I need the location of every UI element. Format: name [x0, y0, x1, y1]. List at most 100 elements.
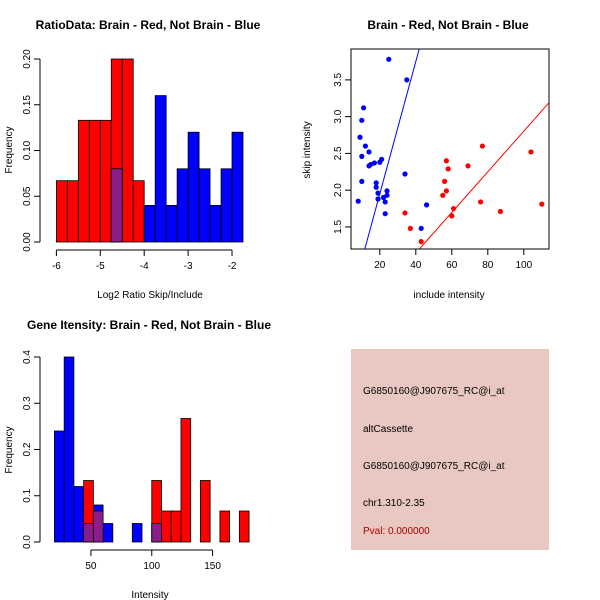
ratio-hist-not-brain-bar — [231, 131, 244, 243]
scatter-plot-frame — [350, 48, 550, 250]
ratio-hist-brain-bar — [55, 180, 68, 243]
intensity-scatter-x-tick-label: 20 — [374, 260, 386, 271]
gene-intensity-hist-overlap-bar — [83, 523, 94, 543]
scatter-brain-point — [418, 239, 424, 245]
scatter-not-brain-point — [404, 77, 410, 83]
scatter-brain-point — [539, 201, 545, 207]
gene-intensity-hist-x-tick-label: 100 — [143, 561, 160, 572]
scatter-brain-point — [451, 205, 457, 212]
scatter-brain-point — [465, 163, 471, 169]
scatter-not-brain-point — [375, 190, 381, 196]
ratio-y-axis-label: Frequency — [4, 126, 15, 173]
intensity-scatter-y-tick-label: 3.5 — [333, 72, 344, 86]
ratio-hist-not-brain-bar — [187, 131, 200, 243]
scatter-not-brain-point — [359, 117, 365, 123]
scatter-not-brain-point — [424, 202, 430, 208]
event-type-text: altCassette — [363, 424, 414, 435]
ratio-hist-not-brain-bar — [176, 168, 189, 243]
ratio-hist-y-tick-label: 0.05 — [22, 186, 33, 206]
scatter-brain-point — [442, 178, 448, 184]
gene-intensity-hist-brain-bar — [170, 510, 182, 543]
gene-intensity-hist-y-tick-label: 0.3 — [22, 396, 33, 410]
scatter-x-axis-label: include intensity — [413, 290, 484, 301]
ratio-hist-y-tick-label: 0.20 — [22, 49, 33, 69]
gene-intensity-hist-overlap-bar — [92, 510, 104, 543]
scatter-brain-point — [478, 199, 484, 205]
ratio-chart-title: RatioData: Brain - Red, Not Brain - Blue — [36, 18, 261, 32]
scatter-brain-point — [443, 158, 449, 164]
ratio-hist-not-brain-bar — [143, 204, 156, 243]
gene-intensity-hist-brain-bar — [238, 510, 250, 543]
scatter-not-brain-point — [382, 211, 388, 217]
scatter-not-brain-point — [366, 149, 372, 155]
intensity-scatter-x-tick-label: 60 — [446, 260, 458, 271]
gene-intensity-hist-x-tick-label: 50 — [85, 561, 97, 572]
ratio-hist-x-tick-label: -2 — [228, 261, 237, 272]
ratio-hist-brain-bar — [77, 119, 90, 243]
scatter-y-axis-label: skip intensity — [302, 121, 313, 178]
scatter-brain-point — [440, 192, 446, 198]
gene-intensity-hist-y-tick-label: 0.0 — [22, 535, 33, 549]
intensity-scatter-x-tick-label: 80 — [482, 260, 494, 271]
scatter-not-brain-point — [384, 192, 390, 198]
scatter-not-brain-point — [379, 156, 385, 162]
scatter-brain-point — [528, 149, 534, 155]
scatter-not-brain-point — [373, 180, 379, 186]
gene-intensity-hist-brain-bar — [200, 480, 211, 543]
scatter-brain-point — [449, 213, 455, 219]
scatter-not-brain-point — [384, 188, 390, 194]
scatter-chart-title: Brain - Red, Not Brain - Blue — [367, 18, 529, 32]
intensity-scatter-x-tick-label: 100 — [515, 260, 532, 271]
ratio-histogram-panel: RatioData: Brain - Red, Not Brain - Blue… — [4, 18, 261, 301]
scatter-not-brain-point — [371, 160, 377, 166]
scatter-not-brain-point — [386, 56, 392, 62]
ratio-hist-y-tick-label: 0.15 — [22, 95, 33, 115]
ratio-x-axis-label: Log2 Ratio Skip/Include — [97, 290, 203, 301]
intensity-scatter-y-tick-label: 1.5 — [333, 220, 344, 234]
scatter-brain-point — [402, 210, 408, 216]
probe-id-secondary-text: G6850160@J907675_RC@i_at — [363, 461, 505, 472]
ratio-hist-brain-bar — [99, 119, 112, 243]
scatter-brain-point — [407, 225, 413, 232]
scatter-not-brain-point — [359, 153, 365, 159]
probe-id-text: G6850160@J907675_RC@i_at — [363, 386, 505, 397]
scatter-not-brain-point — [418, 225, 424, 232]
ratio-hist-y-tick-label: 0.00 — [22, 232, 33, 252]
gene-y-axis-label: Frequency — [4, 426, 15, 473]
scatter-not-brain-point — [382, 199, 388, 205]
gene-x-axis-label: Intensity — [131, 590, 168, 600]
gene-intensity-hist-not-brain-bar — [102, 523, 114, 543]
gene-intensity-hist-brain-bar — [219, 510, 231, 543]
ratio-hist-not-brain-bar — [220, 168, 233, 243]
intensity-scatter-y-tick-label: 2.5 — [333, 146, 344, 160]
scatter-brain-fit-line — [419, 102, 549, 249]
ratio-hist-not-brain-bar — [198, 168, 211, 243]
scatter-not-brain-point — [373, 184, 379, 190]
ratio-hist-not-brain-bar — [154, 95, 167, 243]
ratio-hist-overlap-bar — [110, 168, 123, 243]
intensity-scatter-y-tick-label: 3.0 — [333, 109, 344, 123]
scatter-brain-point — [479, 143, 485, 149]
gene-intensity-hist-x-tick-label: 150 — [204, 561, 221, 572]
gene-intensity-hist-not-brain-bar — [54, 430, 65, 543]
ratio-hist-brain-bar — [121, 58, 134, 243]
scatter-brain-point — [497, 208, 503, 215]
ratio-hist-brain-bar — [66, 180, 79, 243]
scatter-not-brain-point — [362, 143, 368, 149]
ratio-hist-x-tick-label: -4 — [140, 261, 149, 272]
scatter-not-brain-point — [357, 134, 363, 140]
intensity-scatter-x-tick-label: 40 — [410, 260, 422, 271]
scatter-not-brain-point — [361, 105, 367, 111]
gene-intensity-histogram-panel: Gene Itensity: Brain - Red, Not Brain - … — [4, 318, 271, 600]
gene-intensity-hist-brain-bar — [180, 418, 192, 543]
ratio-hist-y-tick-label: 0.10 — [22, 140, 33, 160]
gene-intensity-hist-y-tick-label: 0.4 — [22, 350, 33, 364]
intensity-scatter-y-tick-label: 2.0 — [333, 183, 344, 197]
scatter-brain-point — [443, 188, 449, 194]
ratio-hist-not-brain-bar — [165, 204, 178, 243]
ratio-hist-brain-bar — [132, 180, 145, 243]
intensity-scatter-panel: Brain - Red, Not Brain - Blue 20 40 60 80 10… — [302, 18, 550, 301]
scatter-not-brain-fit-line — [364, 49, 420, 249]
ratio-hist-x-tick-label: -5 — [96, 261, 105, 272]
scatter-not-brain-point — [355, 198, 361, 204]
